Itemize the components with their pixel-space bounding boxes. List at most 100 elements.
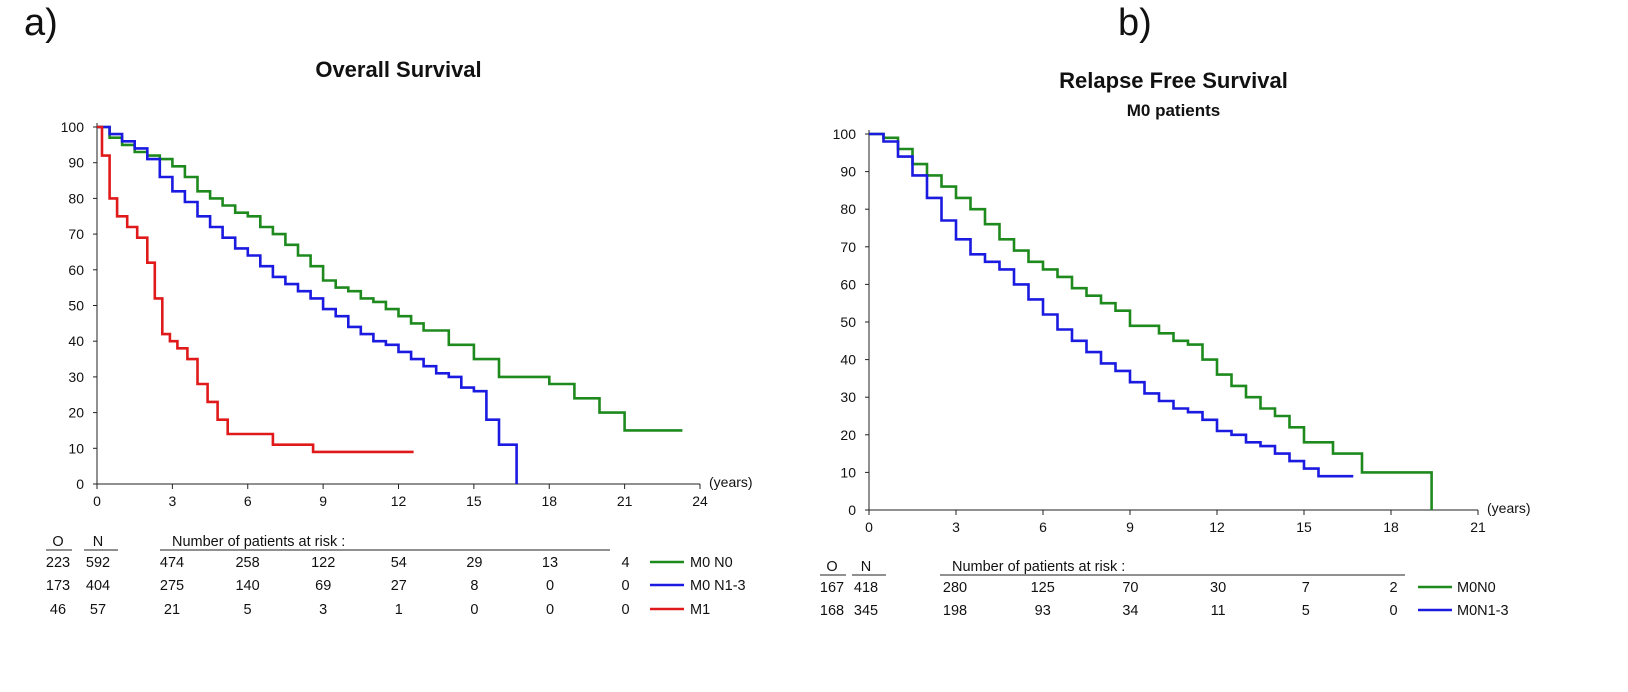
- y-tick-label: 80: [68, 190, 84, 206]
- y-tick-label: 70: [840, 239, 856, 255]
- risk-count: 34: [1122, 603, 1138, 619]
- y-tick-label: 60: [840, 276, 856, 292]
- x-tick-label: 18: [1383, 519, 1399, 535]
- x-tick-label: 0: [93, 493, 101, 509]
- y-tick-label: 100: [833, 126, 857, 142]
- x-axis-unit-label: (years): [1487, 500, 1531, 516]
- x-axis-unit-label: (years): [709, 474, 753, 490]
- risk-count: 93: [1035, 603, 1051, 619]
- risk-count: 1: [395, 602, 403, 618]
- survival-curve-m1: [97, 125, 414, 454]
- x-tick-label: 0: [865, 519, 873, 535]
- y-tick-label: 80: [840, 201, 856, 217]
- legend-label: M0N1-3: [1457, 603, 1509, 619]
- risk-count: 0: [622, 578, 630, 594]
- risk-count: 2: [1389, 580, 1397, 596]
- x-tick-label: 18: [541, 493, 557, 509]
- y-tick-label: 20: [840, 427, 856, 443]
- risk-count: 198: [943, 603, 967, 619]
- x-tick-label: 24: [692, 493, 708, 509]
- y-tick-label: 40: [68, 333, 84, 349]
- y-tick-label: 20: [68, 405, 84, 421]
- y-tick-label: 50: [68, 298, 84, 314]
- y-tick-label: 0: [76, 476, 84, 492]
- risk-count: 8: [470, 578, 478, 594]
- risk-count: 0: [470, 602, 478, 618]
- x-tick-label: 3: [168, 493, 176, 509]
- y-tick-label: 50: [840, 314, 856, 330]
- x-tick-label: 15: [466, 493, 482, 509]
- risk-count: 258: [235, 555, 259, 571]
- risk-count: 21: [164, 602, 180, 618]
- risk-count: 275: [160, 578, 184, 594]
- risk-count: 54: [391, 555, 407, 571]
- risk-row-n: 404: [86, 578, 110, 594]
- risk-count: 3: [319, 602, 327, 618]
- risk-count: 280: [943, 580, 967, 596]
- x-tick-label: 15: [1296, 519, 1312, 535]
- y-tick-label: 0: [848, 502, 856, 518]
- risk-count: 11: [1211, 603, 1226, 619]
- legend-label: M0 N0: [690, 555, 733, 571]
- risk-header-n: N: [93, 534, 103, 550]
- risk-row-o: 167: [820, 580, 844, 596]
- risk-count: 4: [622, 555, 630, 571]
- risk-row-n: 345: [854, 603, 878, 619]
- risk-count: 0: [546, 578, 554, 594]
- legend-label: M0 N1-3: [690, 578, 746, 594]
- chart-subtitle: M0 patients: [1127, 101, 1221, 120]
- survival-curve-m0-n0: [97, 125, 683, 432]
- y-tick-label: 30: [68, 369, 84, 385]
- x-tick-label: 12: [1209, 519, 1225, 535]
- y-tick-label: 60: [68, 262, 84, 278]
- y-tick-label: 10: [840, 464, 856, 480]
- risk-count: 29: [466, 555, 482, 571]
- survival-curve-m0-n1-3: [97, 125, 518, 484]
- risk-count: 7: [1302, 580, 1310, 596]
- risk-header-o: O: [52, 534, 63, 550]
- risk-row-o: 168: [820, 603, 844, 619]
- risk-row-o: 173: [46, 578, 70, 594]
- risk-count: 474: [160, 555, 184, 571]
- risk-row-n: 57: [90, 602, 106, 618]
- risk-count: 0: [622, 602, 630, 618]
- risk-count: 0: [546, 602, 554, 618]
- risk-row-o: 223: [46, 555, 70, 571]
- risk-row-n: 418: [854, 580, 878, 596]
- y-tick-label: 30: [840, 389, 856, 405]
- survival-curve-m0n0: [869, 132, 1433, 510]
- x-tick-label: 3: [952, 519, 960, 535]
- y-tick-label: 90: [68, 155, 84, 171]
- risk-count: 125: [1031, 580, 1055, 596]
- panel-label-a: a): [24, 2, 58, 44]
- risk-header-label: Number of patients at risk :: [172, 534, 345, 550]
- risk-header-label: Number of patients at risk :: [952, 559, 1125, 575]
- y-tick-label: 100: [61, 119, 85, 135]
- panel-label-b: b): [1118, 2, 1152, 44]
- risk-count: 122: [311, 555, 335, 571]
- risk-count: 13: [542, 555, 558, 571]
- risk-count: 0: [1389, 603, 1397, 619]
- risk-count: 27: [391, 578, 407, 594]
- x-tick-label: 21: [1470, 519, 1486, 535]
- x-tick-label: 6: [244, 493, 252, 509]
- risk-count: 70: [1122, 580, 1138, 596]
- risk-header-n: N: [861, 559, 871, 575]
- x-tick-label: 9: [319, 493, 327, 509]
- y-tick-label: 70: [68, 226, 84, 242]
- chart-title: Overall Survival: [315, 57, 481, 82]
- y-tick-label: 40: [840, 352, 856, 368]
- risk-count: 140: [235, 578, 259, 594]
- risk-header-o: O: [826, 559, 837, 575]
- risk-count: 69: [315, 578, 331, 594]
- risk-count: 5: [244, 602, 252, 618]
- survival-curve-m0n1-3: [869, 132, 1354, 478]
- risk-count: 30: [1210, 580, 1226, 596]
- risk-row-n: 592: [86, 555, 110, 571]
- x-tick-label: 6: [1039, 519, 1047, 535]
- risk-count: 5: [1302, 603, 1310, 619]
- y-tick-label: 90: [840, 164, 856, 180]
